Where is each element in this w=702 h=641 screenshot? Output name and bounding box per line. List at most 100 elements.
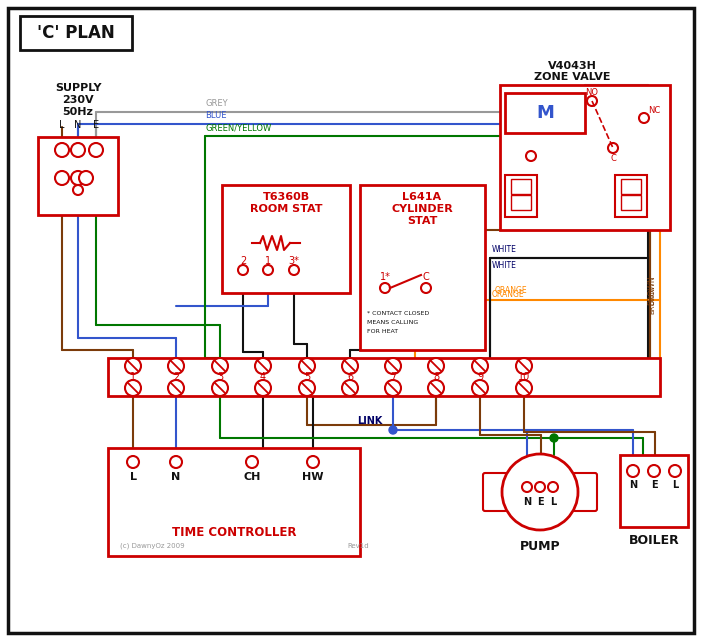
Text: N: N bbox=[171, 472, 180, 482]
Text: 3: 3 bbox=[217, 372, 223, 382]
Circle shape bbox=[299, 380, 315, 396]
Bar bbox=[38, 137, 118, 215]
Circle shape bbox=[548, 482, 558, 492]
Text: V4043H: V4043H bbox=[548, 61, 597, 71]
Bar bbox=[108, 358, 660, 396]
Circle shape bbox=[73, 185, 83, 195]
Text: M: M bbox=[536, 104, 554, 122]
Circle shape bbox=[608, 143, 618, 153]
Circle shape bbox=[71, 143, 85, 157]
Circle shape bbox=[535, 482, 545, 492]
Circle shape bbox=[421, 283, 431, 293]
Text: 'C' PLAN: 'C' PLAN bbox=[37, 24, 115, 42]
Circle shape bbox=[170, 456, 182, 468]
Text: BROWN: BROWN bbox=[647, 275, 656, 305]
Circle shape bbox=[168, 358, 184, 374]
Text: 1: 1 bbox=[130, 372, 136, 382]
Circle shape bbox=[428, 380, 444, 396]
Circle shape bbox=[212, 380, 228, 396]
Text: 2: 2 bbox=[173, 372, 179, 382]
Circle shape bbox=[669, 465, 681, 477]
Circle shape bbox=[212, 358, 228, 374]
Text: E: E bbox=[93, 120, 99, 130]
Text: L641A: L641A bbox=[402, 192, 442, 202]
Text: 230V: 230V bbox=[62, 95, 94, 105]
Text: ROOM STAT: ROOM STAT bbox=[250, 204, 322, 214]
FancyBboxPatch shape bbox=[483, 473, 507, 511]
Circle shape bbox=[289, 265, 299, 275]
Circle shape bbox=[125, 358, 141, 374]
Bar bbox=[621, 179, 641, 194]
Text: WHITE: WHITE bbox=[492, 261, 517, 270]
Text: 5: 5 bbox=[304, 372, 310, 382]
Circle shape bbox=[385, 358, 401, 374]
Circle shape bbox=[472, 380, 488, 396]
Text: 8: 8 bbox=[433, 372, 439, 382]
Circle shape bbox=[342, 380, 358, 396]
FancyBboxPatch shape bbox=[573, 473, 597, 511]
Bar bbox=[20, 16, 132, 50]
Text: ORANGE: ORANGE bbox=[492, 290, 524, 299]
Text: HW: HW bbox=[303, 472, 324, 482]
Bar bbox=[615, 175, 647, 217]
Circle shape bbox=[125, 380, 141, 396]
Text: TIME CONTROLLER: TIME CONTROLLER bbox=[172, 526, 296, 538]
Text: 50Hz: 50Hz bbox=[62, 107, 93, 117]
Text: 1: 1 bbox=[265, 256, 271, 266]
Circle shape bbox=[428, 358, 444, 374]
Circle shape bbox=[71, 171, 85, 185]
Bar bbox=[511, 195, 531, 210]
Text: BROWN: BROWN bbox=[649, 287, 655, 313]
Circle shape bbox=[307, 456, 319, 468]
Text: N: N bbox=[74, 120, 81, 130]
Text: 4: 4 bbox=[260, 372, 266, 382]
Text: FOR HEAT: FOR HEAT bbox=[367, 328, 398, 333]
Text: E: E bbox=[651, 480, 657, 490]
Text: CH: CH bbox=[244, 472, 260, 482]
Text: * CONTACT CLOSED: * CONTACT CLOSED bbox=[367, 310, 429, 315]
Text: L: L bbox=[550, 497, 556, 507]
Text: ORANGE: ORANGE bbox=[495, 286, 528, 295]
Text: 9: 9 bbox=[477, 372, 483, 382]
Circle shape bbox=[389, 426, 397, 434]
Text: 6: 6 bbox=[347, 372, 353, 382]
Circle shape bbox=[246, 456, 258, 468]
Circle shape bbox=[299, 358, 315, 374]
Circle shape bbox=[238, 265, 248, 275]
Circle shape bbox=[472, 358, 488, 374]
Circle shape bbox=[79, 171, 93, 185]
Text: T6360B: T6360B bbox=[263, 192, 310, 202]
Circle shape bbox=[550, 434, 558, 442]
Text: GREY: GREY bbox=[205, 99, 227, 108]
Text: LINK: LINK bbox=[357, 416, 383, 426]
Text: L: L bbox=[129, 472, 136, 482]
Text: L: L bbox=[59, 120, 65, 130]
Bar bbox=[108, 448, 360, 556]
Text: 2: 2 bbox=[240, 256, 246, 266]
Circle shape bbox=[526, 151, 536, 161]
Circle shape bbox=[168, 380, 184, 396]
Text: ZONE VALVE: ZONE VALVE bbox=[534, 72, 610, 82]
Text: PUMP: PUMP bbox=[519, 540, 560, 553]
Circle shape bbox=[522, 482, 532, 492]
Bar bbox=[360, 185, 485, 350]
Text: CYLINDER: CYLINDER bbox=[391, 204, 453, 214]
Bar bbox=[500, 85, 670, 230]
Text: GREEN/YELLOW: GREEN/YELLOW bbox=[205, 123, 271, 132]
Circle shape bbox=[255, 380, 271, 396]
Text: NC: NC bbox=[648, 106, 661, 115]
Text: E: E bbox=[537, 497, 543, 507]
Bar bbox=[222, 185, 350, 293]
Text: NO: NO bbox=[585, 88, 599, 97]
Bar bbox=[620, 455, 688, 527]
Bar bbox=[505, 93, 585, 133]
Text: 3*: 3* bbox=[289, 256, 300, 266]
Circle shape bbox=[502, 454, 578, 530]
Text: C: C bbox=[423, 272, 430, 282]
Text: STAT: STAT bbox=[407, 216, 437, 226]
Circle shape bbox=[516, 380, 532, 396]
Text: BOILER: BOILER bbox=[628, 535, 680, 547]
Circle shape bbox=[380, 283, 390, 293]
Text: 10: 10 bbox=[518, 372, 530, 382]
Text: SUPPLY: SUPPLY bbox=[55, 83, 101, 93]
